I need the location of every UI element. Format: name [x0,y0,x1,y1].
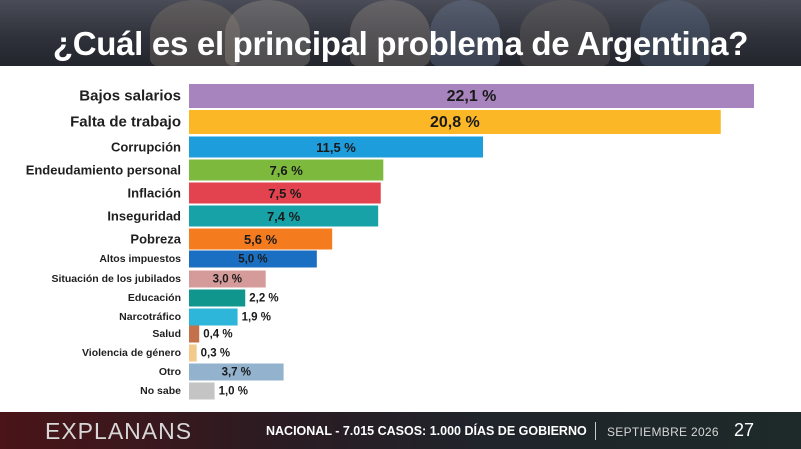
bar [189,363,284,381]
header-photo-shape [430,0,500,66]
category-label: Violencia de género [82,347,181,359]
page-title: ¿Cuál es el principal problema de Argent… [52,25,749,62]
brand-logo: EXPLANANS [45,418,193,444]
footer-divider [595,422,596,440]
bar [189,228,333,250]
category-label: Inflación [128,186,182,201]
footer-bar: EXPLANANS NACIONAL - 7.015 CASOS: 1.000 … [0,412,801,449]
header-photo-shape [640,0,710,66]
header-photo-shape [225,0,310,66]
category-label: Altos impuestos [99,253,181,265]
header-photo-shape [520,0,610,66]
bar [189,344,197,362]
header-photo-shape [350,0,430,66]
bar [189,250,317,268]
category-label: Corrupción [111,140,181,155]
bar [189,325,200,343]
category-label: Bajos salarios [79,88,181,105]
value-label: 3,7 % [222,367,251,379]
value-label: 7,6 % [270,163,304,178]
footer-sample-note: NACIONAL - 7.015 CASOS: 1.000 DÍAS DE GO… [266,424,587,438]
value-label: 22,1 % [447,88,497,105]
category-label: Narcotráfico [119,311,181,323]
footer-note-prefix: NACIONAL - 7.015 CASOS: [266,424,430,438]
bar [189,270,266,288]
value-label: 11,5 % [316,140,356,155]
bar [189,289,246,307]
bar [189,182,381,204]
bar [189,159,384,181]
value-label: 7,4 % [267,209,301,224]
bar [189,382,215,400]
category-label: Endeudamiento personal [26,163,181,178]
footer-note-bold: 1.000 DÍAS DE GOBIERNO [429,424,587,438]
header-banner: ¿Cuál es el principal problema de Argent… [0,0,801,66]
category-label: Salud [152,328,181,340]
bar [189,308,238,326]
category-label: Educación [128,292,181,304]
category-label: Situación de los jubilados [51,273,181,285]
bar [189,110,721,134]
value-label: 3,0 % [213,274,242,286]
footer-date: SEPTIEMBRE 2026 [607,425,719,439]
value-label: 7,5 % [268,186,302,201]
header-photo-shape [150,0,240,66]
value-label: 0,3 % [201,348,230,360]
category-label: Otro [159,366,181,378]
category-label: Pobreza [130,232,181,247]
page-number: 27 [734,420,755,440]
value-label: 20,8 % [430,114,480,131]
bar [189,205,379,227]
bar-chart: Bajos salarios 22,1 % Falta de trabajo 20,8… [26,84,754,400]
bar [189,136,484,158]
value-label: 5,0 % [238,254,267,266]
category-label: Falta de trabajo [70,114,181,131]
bar [189,84,754,108]
value-label: 0,4 % [203,329,232,341]
value-label: 1,9 % [242,312,271,324]
value-label: 2,2 % [249,293,278,305]
category-label: No sabe [140,385,181,397]
value-label: 1,0 % [219,386,248,398]
value-label: 5,6 % [244,232,278,247]
category-label: Inseguridad [107,209,181,224]
